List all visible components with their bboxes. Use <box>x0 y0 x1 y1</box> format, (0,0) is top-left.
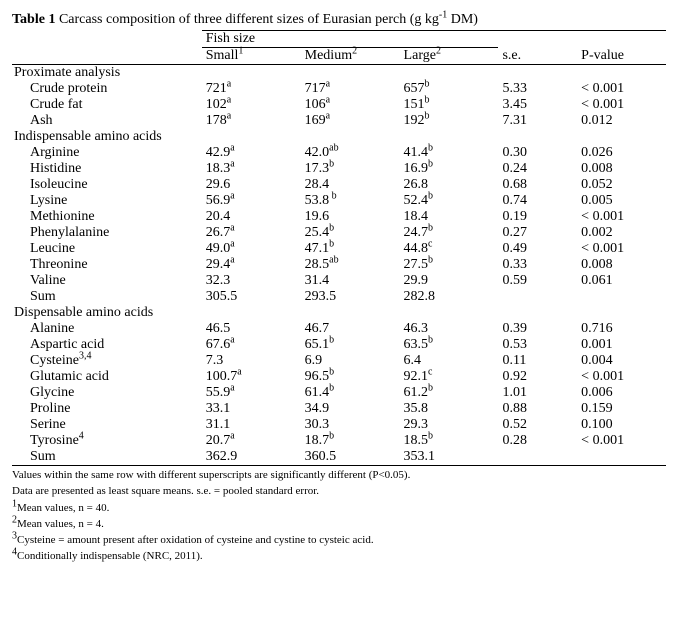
header-group: Fish size <box>202 31 499 48</box>
footnote-4: 2Mean values, n = 4. <box>12 517 666 531</box>
col-medium: Medium2 <box>301 48 400 65</box>
footnote-6: 4Conditionally indispensable (NRC, 2011)… <box>12 549 666 563</box>
table-row: Leucine49.0a47.1b44.8c0.49< 0.001 <box>12 241 666 257</box>
table-row: Glutamic acid100.7a96.5b92.1c0.92< 0.001 <box>12 369 666 385</box>
footnote-1: Values within the same row with differen… <box>12 468 666 482</box>
footnote-2: Data are presented as least square means… <box>12 484 666 498</box>
section-dispensable: Dispensable amino acids <box>12 305 666 321</box>
table-row: Ash178a169a192b7.310.012 <box>12 113 666 129</box>
table-row: Glycine55.9a61.4b61.2b1.010.006 <box>12 385 666 401</box>
table-row: Arginine42.9a42.0ab41.4b0.300.026 <box>12 145 666 161</box>
col-se: s.e. <box>498 48 577 65</box>
col-p: P-value <box>577 48 666 65</box>
title-prefix: Table 1 <box>12 12 55 27</box>
table-row: Tyrosine420.7a18.7b18.5b0.28< 0.001 <box>12 433 666 449</box>
table-row: Alanine46.546.746.30.390.716 <box>12 321 666 337</box>
footnote-3: 1Mean values, n = 40. <box>12 501 666 515</box>
table-row: Methionine20.419.618.40.19< 0.001 <box>12 209 666 225</box>
table-row: Serine31.130.329.30.520.100 <box>12 417 666 433</box>
table-row: Phenylalanine26.7a25.4b24.7b0.270.002 <box>12 225 666 241</box>
title-rest: Carcass composition of three different s… <box>55 12 438 27</box>
table-row: Threonine29.4a28.5ab27.5b0.330.008 <box>12 257 666 273</box>
table-row: Aspartic acid67.6a65.1b63.5b0.530.001 <box>12 337 666 353</box>
col-small: Small1 <box>202 48 301 65</box>
title-end: DM) <box>447 12 478 27</box>
table-row: Lysine56.9a53.8 b52.4b0.740.005 <box>12 193 666 209</box>
table-row: Cysteine3,47.36.96.40.110.004 <box>12 353 666 369</box>
composition-table: Fish size Small1 Medium2 Large2 s.e. P-v… <box>12 30 666 466</box>
table-row: Crude fat102a106a151b3.45< 0.001 <box>12 97 666 113</box>
table-row: Sum305.5293.5282.8 <box>12 289 666 305</box>
table-row: Proline33.134.935.80.880.159 <box>12 401 666 417</box>
section-proximate: Proximate analysis <box>12 65 666 82</box>
footnote-5: 3Cysteine = amount present after oxidati… <box>12 533 666 547</box>
table-row: Isoleucine29.628.426.80.680.052 <box>12 177 666 193</box>
col-large: Large2 <box>400 48 499 65</box>
table-title: Table 1 Carcass composition of three dif… <box>12 12 666 28</box>
table-row: Histidine18.3a17.3b16.9b0.240.008 <box>12 161 666 177</box>
section-indispensable: Indispensable amino acids <box>12 129 666 145</box>
table-row: Valine32.331.429.90.590.061 <box>12 273 666 289</box>
table-row: Sum362.9360.5353.1 <box>12 449 666 466</box>
table-row: Crude protein721a717a657b5.33< 0.001 <box>12 81 666 97</box>
title-sup: -1 <box>439 9 447 20</box>
